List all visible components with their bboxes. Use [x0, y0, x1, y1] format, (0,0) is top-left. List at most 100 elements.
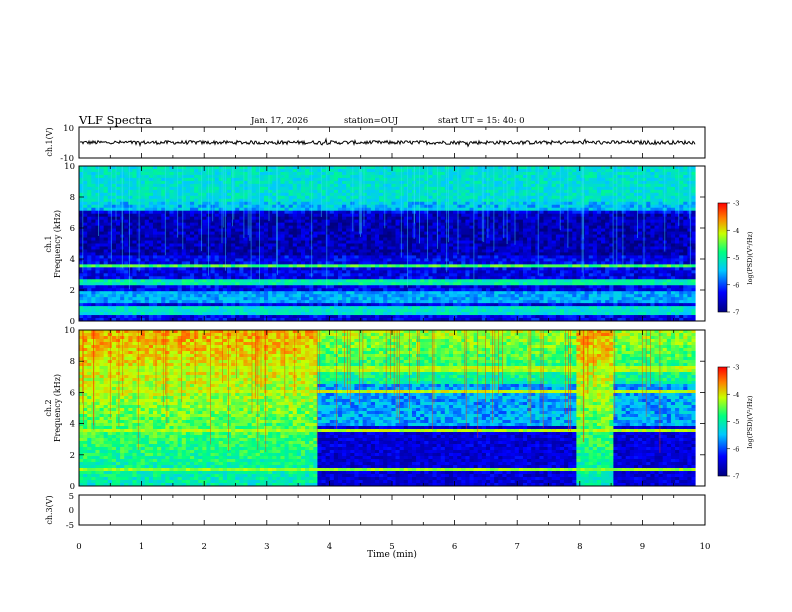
spectrogram-cell	[79, 174, 84, 179]
spectrogram-cell	[259, 186, 265, 191]
spectrogram-cell	[428, 252, 433, 256]
spectrogram-cell	[448, 216, 454, 221]
spectrogram-cell	[103, 273, 109, 277]
spectrogram-cell	[231, 303, 236, 307]
spectrogram-cell	[148, 198, 154, 203]
spectrogram-cell	[399, 192, 405, 197]
spectrogram-cell	[268, 255, 273, 259]
spectrogram-cell	[313, 171, 318, 176]
spectrogram-cell	[140, 252, 146, 256]
spectrogram-cell	[173, 279, 179, 283]
spectrogram-cell	[350, 318, 355, 322]
spectrogram-cell	[337, 171, 343, 176]
spectrogram-cell	[292, 255, 298, 259]
spectrogram-cell	[305, 297, 310, 301]
spectrogram-cell	[440, 213, 446, 218]
spectrogram-cell	[428, 237, 433, 241]
spectrogram-cell	[366, 243, 372, 247]
spectrogram-cell	[177, 189, 183, 194]
spectrogram-cell	[444, 204, 450, 209]
spectrogram-cell	[235, 279, 240, 283]
spectrogram-cell	[107, 291, 113, 295]
spectrogram-cell	[403, 171, 409, 176]
spectrogram-cell	[231, 166, 236, 170]
spectrogram-cell	[235, 222, 240, 227]
spectrogram-cell	[399, 252, 405, 256]
spectrogram-cell	[185, 177, 191, 182]
spectrogram-cell	[87, 237, 92, 241]
spectrogram-cell	[387, 166, 392, 170]
spectrogram-cell	[313, 213, 318, 218]
spectrogram-cell	[239, 318, 244, 322]
spectrogram-cell	[169, 276, 174, 280]
spectrogram-cell	[189, 225, 195, 229]
spectrogram-cell	[317, 312, 322, 316]
spectrogram-cell	[457, 264, 462, 268]
spectrogram-cell	[255, 291, 261, 295]
spectrogram-cell	[235, 297, 240, 301]
spectrogram-cell	[235, 192, 240, 197]
spectrogram-cell	[116, 279, 121, 283]
spectrogram-cell	[399, 318, 405, 322]
spectrogram-cell	[177, 246, 183, 250]
spectrogram-cell	[300, 270, 306, 274]
spectrogram-cell	[300, 243, 306, 247]
spectrogram-cell	[354, 279, 359, 283]
spectrogram-cell	[194, 291, 199, 295]
spectrogram-cell	[407, 261, 413, 265]
spectrogram-cell	[321, 270, 327, 274]
spectrogram-cell	[321, 297, 327, 301]
spectrogram-cell	[387, 231, 392, 235]
spectrogram-cell	[259, 282, 265, 286]
spectrogram-cell	[448, 222, 454, 227]
spectrogram-cell	[161, 216, 166, 221]
spectrogram-cell	[99, 243, 105, 247]
spectrogram-cell	[292, 207, 298, 212]
spectrogram-cell	[247, 258, 253, 262]
spectrogram-cell	[79, 303, 84, 307]
spectrogram-cell	[407, 255, 413, 259]
spectrogram-cell	[251, 198, 257, 203]
spectrogram-cell	[465, 177, 470, 182]
spectrogram-cell	[329, 183, 335, 188]
spectrogram-cell	[99, 207, 105, 212]
spectrogram-cell	[194, 216, 199, 221]
spectrogram-cell	[440, 276, 446, 280]
spectrogram-cell	[103, 294, 109, 298]
spectrogram-cell	[391, 219, 396, 224]
spectrogram-cell	[432, 273, 438, 277]
spectrogram-cell	[259, 255, 265, 259]
spectrogram-cell	[194, 246, 199, 250]
spectrogram-cell	[461, 255, 466, 259]
spectrogram-cell	[284, 255, 290, 259]
spectrogram-cell	[420, 168, 425, 173]
spectrogram-cell	[284, 195, 290, 200]
spectrogram-cell	[169, 261, 174, 265]
spectrogram-cell	[403, 300, 409, 304]
spectrogram-cell	[239, 222, 244, 227]
spectrogram-cell	[391, 189, 396, 194]
spectrogram-cell	[461, 234, 466, 238]
spectrogram-cell	[116, 210, 121, 215]
ch1-ytick-top: 10	[63, 124, 74, 134]
spectrogram-cell	[395, 177, 401, 182]
spectrogram-cell	[444, 279, 450, 283]
spectrogram-cell	[272, 168, 277, 173]
spectrogram-cell	[399, 180, 405, 185]
spectrogram-cell	[263, 303, 269, 307]
spectrogram-cell	[128, 210, 133, 215]
spectrogram-cell	[457, 294, 462, 298]
spectrogram-cell	[222, 294, 228, 298]
spectrogram-cell	[136, 309, 142, 313]
spectrogram-cell	[140, 219, 146, 224]
spectrogram-cell	[428, 225, 433, 229]
spectrogram-cell	[288, 177, 294, 182]
spectrogram-cell	[354, 285, 359, 289]
spectrogram-cell	[424, 255, 429, 259]
spectrogram-cell	[395, 192, 401, 197]
spectrogram-cell	[383, 300, 388, 304]
spectrogram-cell	[444, 291, 450, 295]
spectrogram-cell	[243, 171, 248, 176]
spectrogram-cell	[337, 237, 343, 241]
spectrogram-cell	[354, 237, 359, 241]
